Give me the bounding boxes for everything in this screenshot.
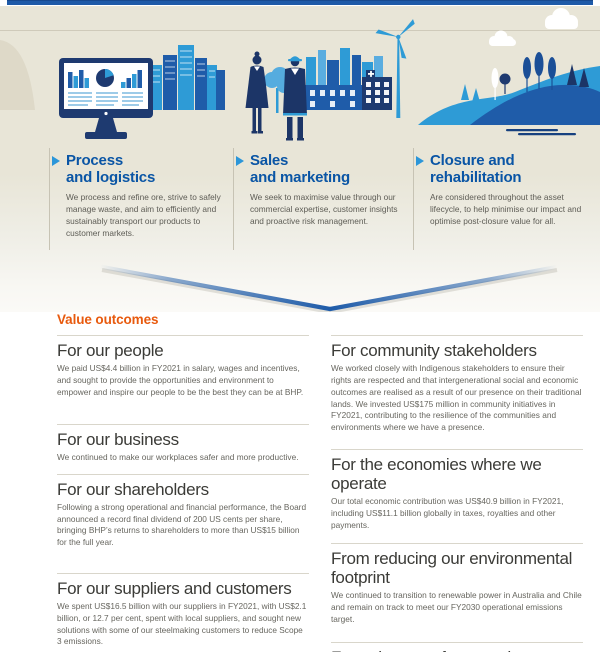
value-chain-column-sales: Sales and marketing We seek to maximise … bbox=[236, 152, 400, 228]
column-body: Are considered throughout the asset life… bbox=[430, 192, 582, 226]
landscape-icon bbox=[418, 52, 600, 136]
column-divider bbox=[49, 148, 50, 250]
tree-icon bbox=[264, 67, 291, 113]
outcome-body: Following a strong operational and finan… bbox=[57, 501, 307, 548]
outcome-body: We continued to transition to renewable … bbox=[331, 590, 582, 624]
outcome-for-our-suppliers-and-customers: For our suppliers and customers We spent… bbox=[57, 572, 309, 648]
wind-turbine-icon bbox=[375, 19, 415, 118]
chevron-down-divider bbox=[99, 264, 560, 312]
outcome-title: For our people bbox=[57, 341, 164, 360]
outcome-title: From reducing our environmental footprin… bbox=[331, 548, 573, 587]
value-chain-hero: Process and logistics We process and ref… bbox=[0, 6, 600, 312]
outcome-for-our-shareholders: For our shareholders Following a strong … bbox=[57, 473, 309, 549]
column-title: Closure and rehabilitation bbox=[430, 152, 522, 187]
column-title: Process and logistics bbox=[66, 152, 156, 187]
arrow-right-icon bbox=[236, 156, 244, 166]
outcome-title: For the economies where we operate bbox=[331, 454, 542, 494]
column-divider bbox=[233, 148, 234, 250]
top-accent-bar bbox=[7, 0, 593, 5]
column-divider bbox=[413, 148, 414, 250]
outcome-body: We paid US$4.4 billion in FY2021 in sala… bbox=[57, 363, 304, 397]
city-hospital-icon bbox=[305, 48, 392, 110]
arrow-right-icon bbox=[416, 156, 424, 166]
outcomes-left-column: For our people We paid US$4.4 billion in… bbox=[57, 335, 309, 652]
value-chain-column-closure: Closure and rehabilitation Are considere… bbox=[416, 152, 590, 228]
outcome-for-our-people: For our people We paid US$4.4 billion in… bbox=[57, 335, 309, 399]
outcome-body: We continued to make our workplaces safe… bbox=[57, 451, 299, 462]
outcome-reducing-environmental-footprint: From reducing our environmental footprin… bbox=[331, 542, 583, 626]
outcome-title: For community stakeholders bbox=[331, 341, 537, 360]
column-title: Sales and marketing bbox=[250, 152, 350, 187]
cityscape-icon bbox=[150, 45, 225, 110]
column-body: We seek to maximise value through our co… bbox=[250, 192, 398, 226]
monitor-charts-icon bbox=[59, 58, 153, 139]
outcome-body: Our total economic contribution was US$4… bbox=[331, 496, 564, 530]
outcome-body: We spent US$16.5 billion with our suppli… bbox=[57, 601, 307, 647]
section-title: Value outcomes bbox=[57, 312, 159, 327]
beige-hill bbox=[0, 40, 35, 110]
horizon-line bbox=[0, 30, 600, 31]
outcome-title: From the use of our products bbox=[331, 648, 583, 652]
outcome-title: For our business bbox=[57, 429, 179, 449]
column-body: We process and refine ore, strive to saf… bbox=[66, 192, 221, 238]
clouds-icon bbox=[489, 8, 578, 46]
outcome-for-community-stakeholders: For community stakeholders We worked clo… bbox=[331, 335, 583, 434]
people-icon bbox=[245, 51, 307, 141]
value-chain-column-process: Process and logistics We process and ref… bbox=[52, 152, 226, 239]
outcomes-right-column: For community stakeholders We worked clo… bbox=[331, 335, 583, 652]
outcome-title: For our suppliers and customers bbox=[57, 578, 292, 598]
outcome-body: We worked closely with Indigenous stakeh… bbox=[331, 363, 582, 433]
outcome-for-our-business: For our business We continued to make ou… bbox=[57, 423, 309, 464]
outcome-for-the-economies: For the economies where we operate Our t… bbox=[331, 448, 583, 532]
arrow-right-icon bbox=[52, 156, 60, 166]
value-outcomes-section: Value outcomes For our people We paid US… bbox=[0, 312, 600, 652]
outcome-title: For our shareholders bbox=[57, 479, 209, 499]
outcome-use-of-our-products: From the use of our products Many of our… bbox=[331, 642, 583, 652]
